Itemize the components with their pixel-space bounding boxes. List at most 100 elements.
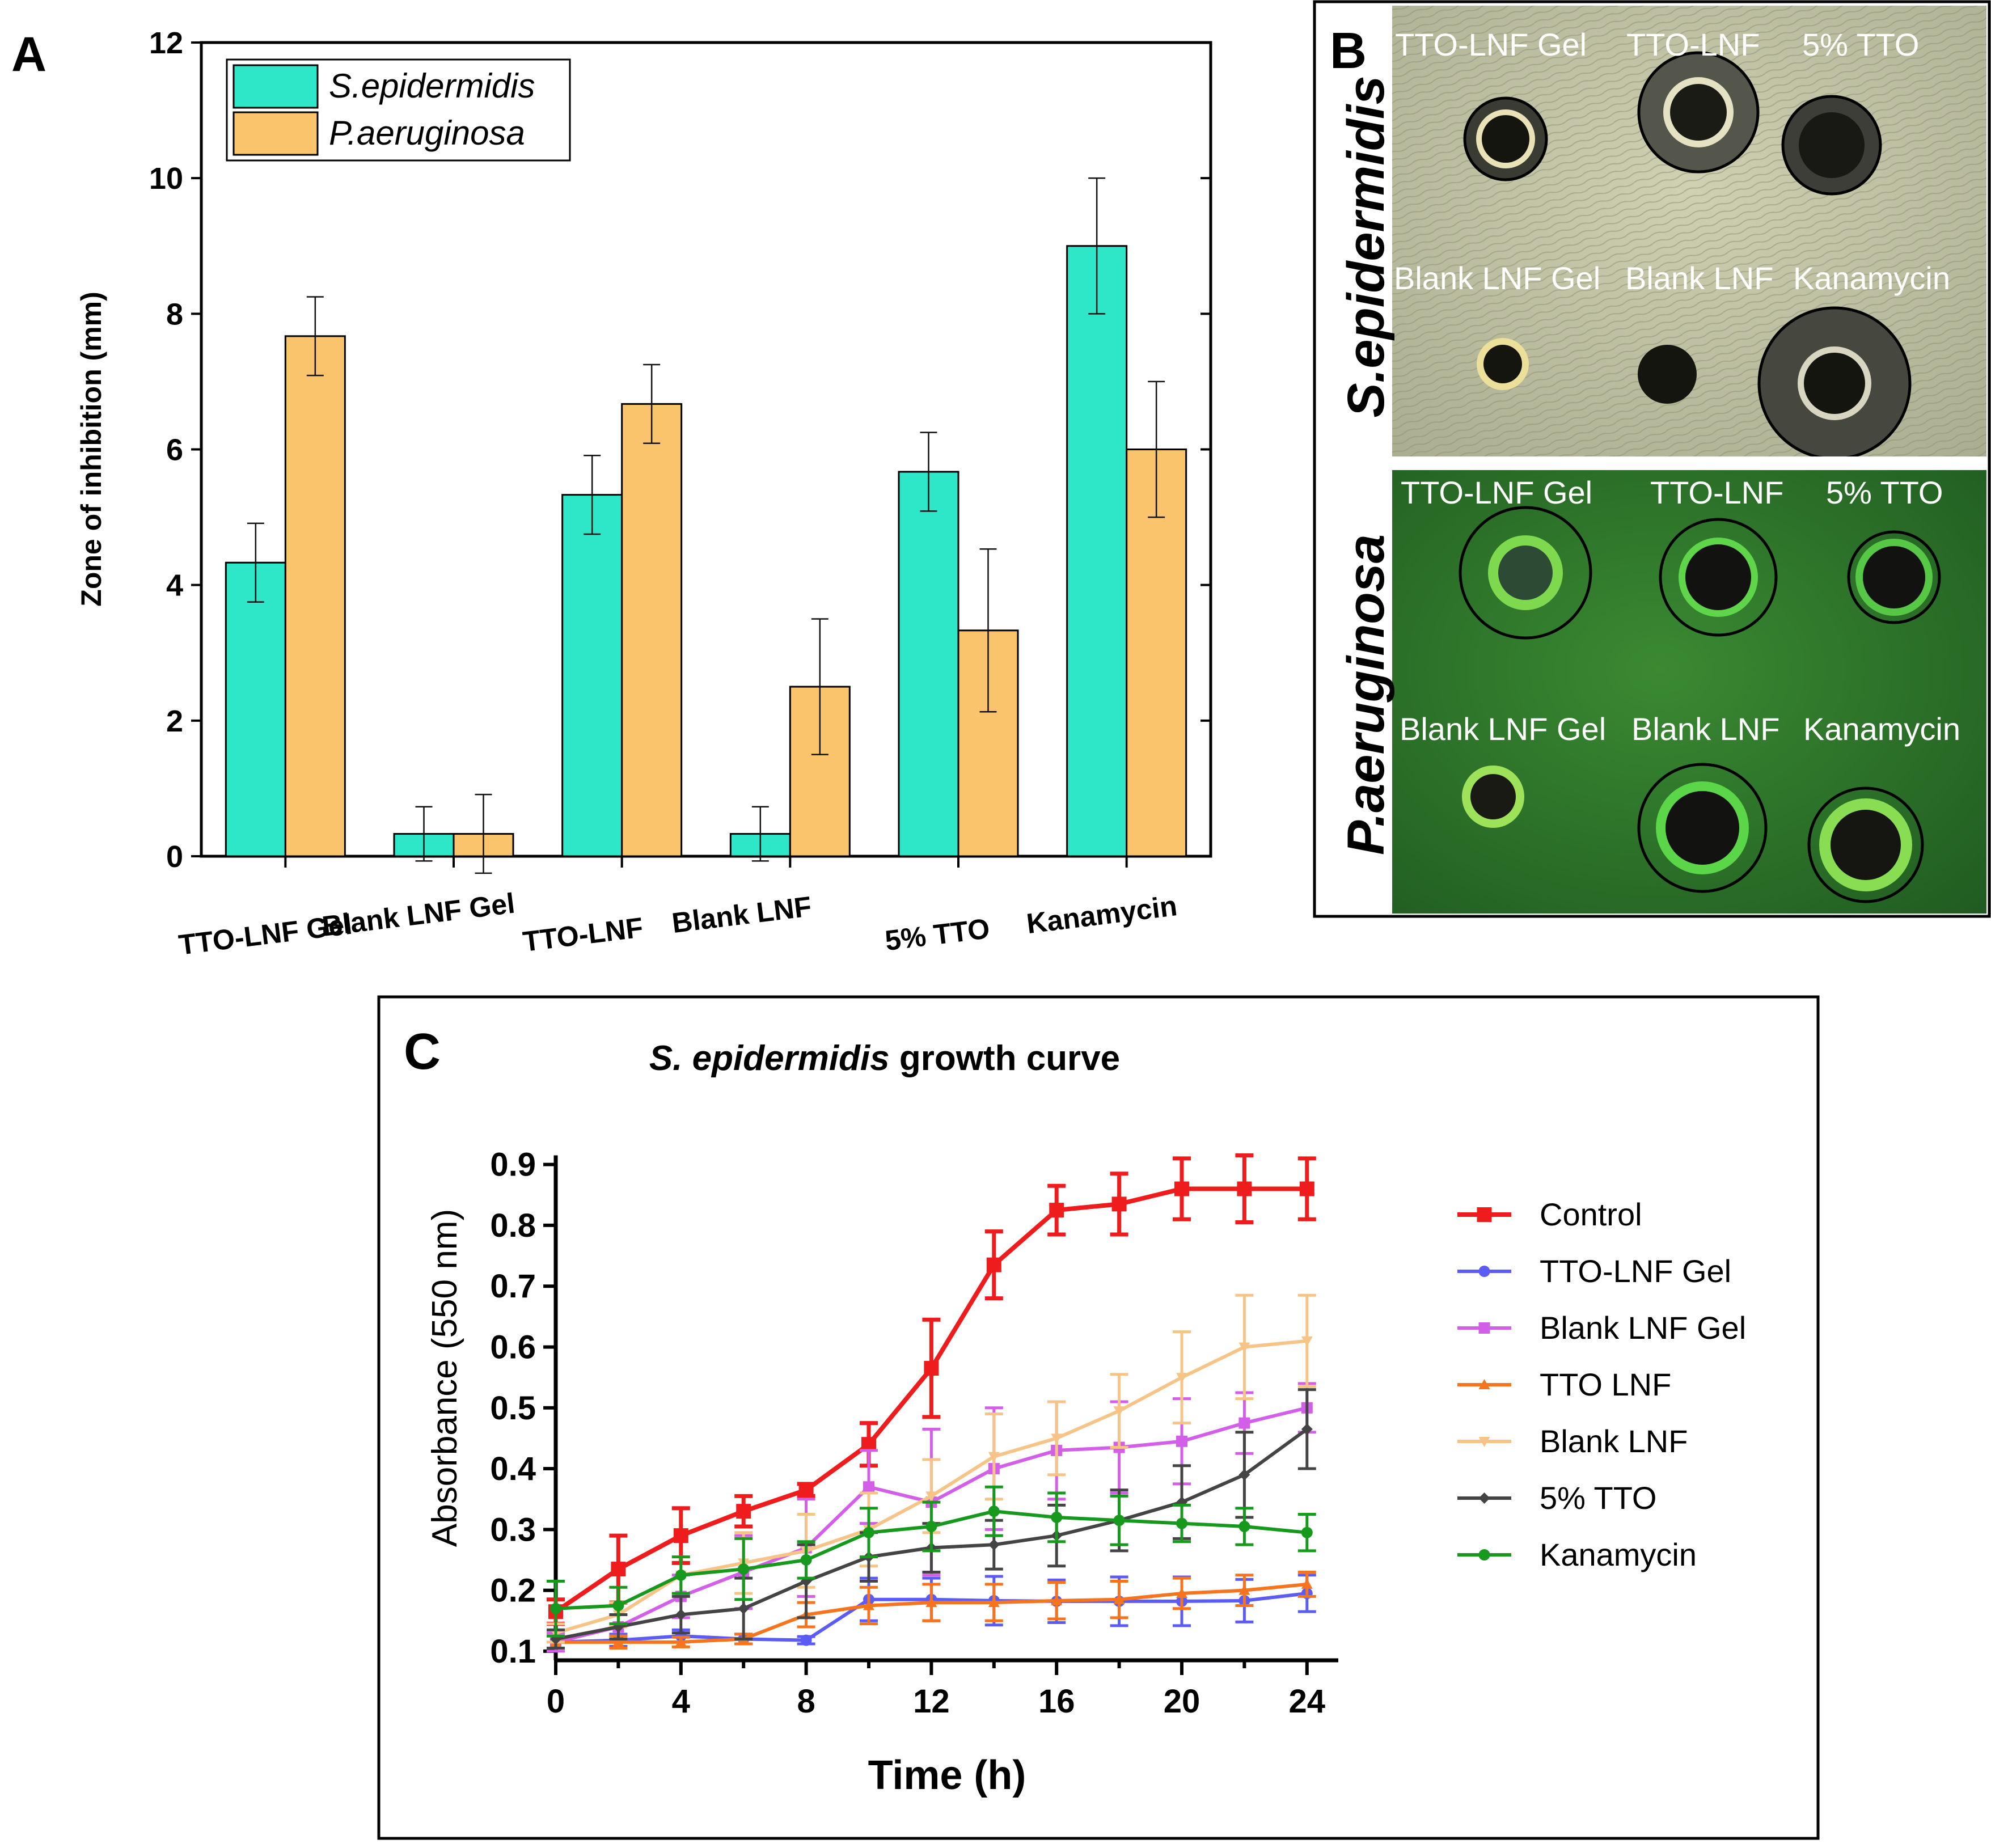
bar (284, 335, 346, 857)
bar-chart-bars (225, 177, 1187, 874)
data-point (673, 1528, 688, 1543)
data-point (863, 1526, 874, 1538)
data-point (550, 1602, 561, 1614)
legend-label: 5% TTO (1540, 1480, 1656, 1516)
x-tick-label: 12 (913, 1683, 950, 1720)
y-tick-label: 0.9 (490, 1147, 536, 1183)
well (1670, 84, 1727, 141)
line-chart-y-label: Absorbance (550 nm) (425, 1209, 464, 1547)
panel-b: B S.epidermidis TTO-LNF Gel TTO-LNF 5% T… (1313, 0, 1991, 918)
data-point (1111, 1196, 1127, 1212)
line-chart-legend: Control TTO-LNF Gel Blank LNF Gel TTO LNF Bl… (1457, 1196, 1746, 1572)
data-point (738, 1602, 750, 1614)
x-tick-label: Blank LNF Gel (320, 887, 517, 942)
y-tick-label: 0.2 (490, 1572, 536, 1609)
line-chart-title-italic: S. epidermidis (649, 1039, 890, 1078)
bar (1066, 245, 1128, 857)
line-chart-series (547, 1153, 1316, 1653)
data-point (1113, 1593, 1125, 1604)
data-point (675, 1609, 687, 1621)
x-tick-label: 0 (547, 1683, 565, 1720)
data-point (738, 1563, 750, 1575)
legend-marker (1477, 1207, 1492, 1222)
legend-marker (1478, 1379, 1490, 1389)
y-tick-label: 0.4 (490, 1451, 536, 1487)
y-tick-label: 0.5 (490, 1390, 536, 1427)
legend-label-s-epidermidis: S.epidermidis (329, 67, 535, 105)
well (1831, 810, 1901, 880)
well (1498, 545, 1553, 600)
x-tick-label: 20 (1164, 1683, 1200, 1720)
data-point (800, 1634, 812, 1646)
plate-label: TTO-LNF (1650, 475, 1783, 510)
line-chart-title: S. epidermidis growth curve (649, 1039, 1120, 1078)
y-tick-label: 0.7 (490, 1268, 536, 1305)
data-point (988, 1597, 1000, 1608)
panel-c: C S. epidermidis growth curve Absorbance… (377, 995, 1820, 1840)
well (1665, 791, 1739, 865)
plate-label: Blank LNF Gel (1394, 260, 1600, 296)
legend-label: Kanamycin (1540, 1537, 1697, 1572)
x-tick-label: 5% TTO (884, 912, 992, 957)
data-point (1301, 1336, 1313, 1347)
y-tick-label: 0.8 (490, 1207, 536, 1244)
data-point (863, 1600, 874, 1610)
x-tick-label: 4 (672, 1683, 690, 1720)
data-point (924, 1361, 939, 1376)
data-point (1113, 1406, 1125, 1417)
data-point (1176, 1517, 1187, 1529)
x-tick-label: 16 (1038, 1683, 1075, 1720)
data-point (1176, 1373, 1187, 1384)
data-point (736, 1504, 751, 1519)
y-tick-label: 0.6 (490, 1329, 536, 1365)
panel-a: A 0 2 4 6 8 10 12 Zone of inhibition (mm) TTO-… (11, 26, 1212, 961)
data-point (1176, 1587, 1187, 1598)
data-point (925, 1520, 937, 1532)
data-point (611, 1562, 626, 1577)
data-point (1299, 1181, 1314, 1196)
data-point (1301, 1578, 1313, 1589)
data-point (1237, 1181, 1252, 1196)
data-point (986, 1257, 1001, 1272)
legend-marker (1478, 1266, 1490, 1277)
plate-label: TTO-LNF Gel (1401, 475, 1592, 510)
data-point (925, 1491, 937, 1502)
well (1685, 544, 1751, 610)
bar-chart-legend: S.epidermidis P.aeruginosa (226, 58, 571, 162)
plate-label: 5% TTO (1802, 27, 1919, 62)
series (547, 1153, 1316, 1626)
y-tick-label: 0 (166, 840, 183, 874)
y-tick-label: 0.3 (490, 1511, 536, 1548)
y-tick-label: 12 (149, 26, 183, 60)
well-zone-ring (1637, 763, 1768, 893)
panel-label-c: C (404, 1024, 441, 1080)
plate-top-wells (1463, 51, 1912, 460)
data-point (1051, 1433, 1063, 1444)
bar (621, 403, 683, 857)
y-tick-label: 6 (166, 433, 183, 467)
data-point (1049, 1203, 1064, 1218)
x-tick-label: 8 (797, 1683, 815, 1720)
plate-bottom-labels: TTO-LNF Gel TTO-LNF 5% TTO Blank LNF Gel… (1400, 475, 1960, 747)
data-point (1051, 1595, 1063, 1605)
data-point (988, 1539, 1000, 1551)
y-tick-label: 0.1 (490, 1633, 536, 1670)
panel-label-a: A (11, 27, 47, 82)
well (1804, 353, 1865, 414)
data-point (1051, 1511, 1063, 1523)
data-point (675, 1569, 687, 1581)
bar-chart-y-label: Zone of inhibition (mm) (75, 291, 107, 606)
plate-organism-label-top: S.epidermidis (1337, 75, 1395, 417)
data-point (1113, 1515, 1125, 1526)
well-zone-ring (1847, 530, 1941, 624)
bar-chart-frame (200, 41, 1212, 858)
panel-label-b: B (1330, 23, 1367, 79)
data-point (1174, 1181, 1189, 1196)
legend-marker (1478, 1437, 1490, 1447)
data-point (988, 1506, 1000, 1517)
legend-label: Blank LNF Gel (1540, 1310, 1746, 1346)
line-chart-title-rest: growth curve (890, 1039, 1121, 1078)
well (1470, 774, 1516, 819)
